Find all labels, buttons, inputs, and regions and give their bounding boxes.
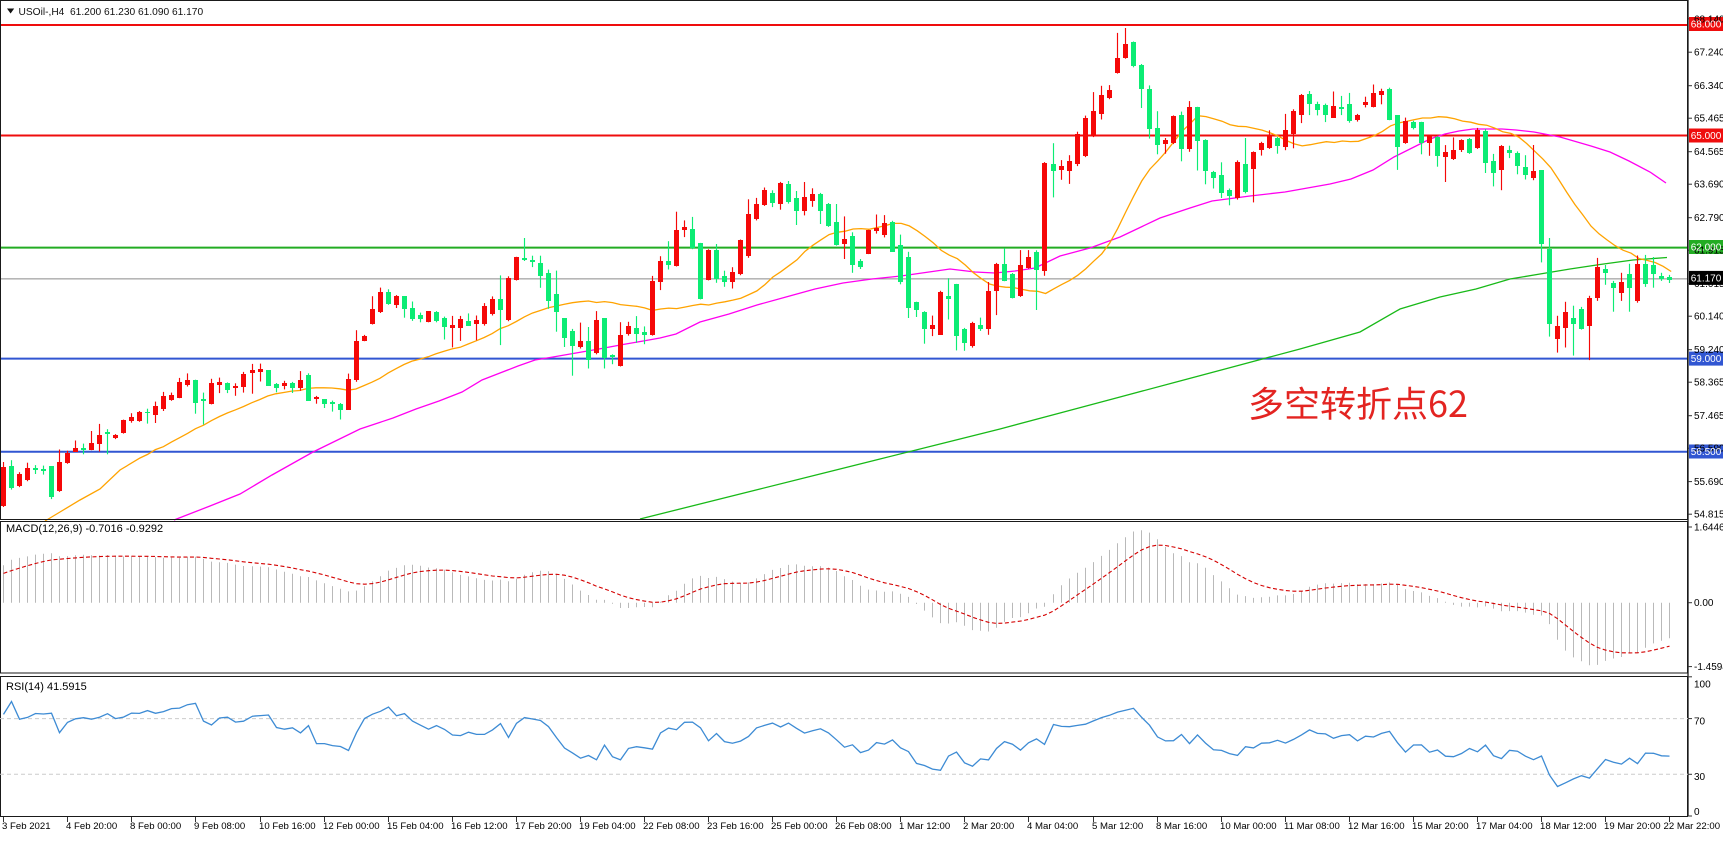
svg-text:62.000: 62.000	[1691, 243, 1722, 254]
svg-text:30: 30	[1694, 772, 1706, 783]
svg-text:23 Feb 16:00: 23 Feb 16:00	[707, 821, 764, 832]
svg-text:3 Feb 2021: 3 Feb 2021	[2, 821, 51, 832]
svg-text:10 Feb 16:00: 10 Feb 16:00	[259, 821, 316, 832]
svg-text:68.140: 68.140	[1694, 14, 1723, 25]
svg-text:5 Mar 12:00: 5 Mar 12:00	[1092, 821, 1143, 832]
svg-text:RSI(14) 41.5915: RSI(14) 41.5915	[6, 681, 87, 693]
svg-text:8 Mar 16:00: 8 Mar 16:00	[1156, 821, 1207, 832]
svg-text:100: 100	[1694, 680, 1711, 691]
svg-text:0: 0	[1694, 807, 1700, 818]
svg-text:26 Feb 08:00: 26 Feb 08:00	[835, 821, 892, 832]
svg-text:1 Mar 12:00: 1 Mar 12:00	[899, 821, 950, 832]
svg-text:55.690: 55.690	[1694, 477, 1723, 488]
svg-text:64.565: 64.565	[1694, 147, 1723, 158]
svg-text:9 Feb 08:00: 9 Feb 08:00	[194, 821, 245, 832]
svg-text:67.240: 67.240	[1694, 48, 1723, 59]
svg-text:60.140: 60.140	[1694, 312, 1723, 323]
svg-text:19 Mar 20:00: 19 Mar 20:00	[1604, 821, 1661, 832]
svg-text:22 Feb 08:00: 22 Feb 08:00	[643, 821, 700, 832]
svg-text:54.815: 54.815	[1694, 510, 1723, 521]
svg-text:61.915: 61.915	[1694, 246, 1723, 257]
svg-text:19 Feb 04:00: 19 Feb 04:00	[579, 821, 636, 832]
svg-text:59.000: 59.000	[1691, 354, 1722, 365]
svg-text:18 Mar 12:00: 18 Mar 12:00	[1540, 821, 1597, 832]
svg-text:58.365: 58.365	[1694, 378, 1723, 389]
svg-text:4 Mar 04:00: 4 Mar 04:00	[1027, 821, 1078, 832]
svg-text:22 Mar 22:00: 22 Mar 22:00	[1664, 821, 1721, 832]
svg-text:10 Mar 00:00: 10 Mar 00:00	[1220, 821, 1277, 832]
svg-text:12 Feb 00:00: 12 Feb 00:00	[323, 821, 380, 832]
svg-text:1.6446: 1.6446	[1694, 523, 1723, 534]
svg-text:66.340: 66.340	[1694, 81, 1723, 92]
svg-text:15 Mar 20:00: 15 Mar 20:00	[1412, 821, 1469, 832]
svg-text:15 Feb 04:00: 15 Feb 04:00	[387, 821, 444, 832]
svg-text:17 Mar 04:00: 17 Mar 04:00	[1476, 821, 1533, 832]
svg-text:56.500: 56.500	[1691, 447, 1722, 458]
svg-text:4 Feb 20:00: 4 Feb 20:00	[66, 821, 117, 832]
svg-text:12 Mar 16:00: 12 Mar 16:00	[1348, 821, 1405, 832]
svg-text:68.000: 68.000	[1691, 20, 1722, 31]
svg-text:57.465: 57.465	[1694, 411, 1723, 422]
svg-text:61.015: 61.015	[1694, 279, 1723, 290]
svg-text:MACD(12,26,9) -0.7016 -0.9292: MACD(12,26,9) -0.7016 -0.9292	[6, 523, 163, 535]
svg-text:2 Mar 20:00: 2 Mar 20:00	[963, 821, 1014, 832]
svg-text:59.240: 59.240	[1694, 345, 1723, 356]
svg-text:65.465: 65.465	[1694, 114, 1723, 125]
svg-text:8 Feb 00:00: 8 Feb 00:00	[130, 821, 181, 832]
svg-text:70: 70	[1694, 716, 1706, 727]
svg-text:16 Feb 12:00: 16 Feb 12:00	[451, 821, 508, 832]
svg-text:-1.4594: -1.4594	[1694, 662, 1723, 673]
svg-text:USOil-,H4 61.200 61.230 61.09: USOil-,H4 61.200 61.230 61.090 61.170	[19, 7, 204, 18]
svg-text:63.690: 63.690	[1694, 180, 1723, 191]
svg-text:11 Mar 08:00: 11 Mar 08:00	[1284, 821, 1340, 832]
svg-text:61.170: 61.170	[1691, 273, 1722, 284]
svg-text:62.790: 62.790	[1694, 213, 1723, 224]
svg-text:25 Feb 00:00: 25 Feb 00:00	[771, 821, 828, 832]
svg-text:56.590: 56.590	[1694, 444, 1723, 455]
svg-text:17 Feb 20:00: 17 Feb 20:00	[515, 821, 572, 832]
svg-text:65.000: 65.000	[1691, 131, 1722, 142]
svg-text:0.00: 0.00	[1694, 598, 1714, 609]
